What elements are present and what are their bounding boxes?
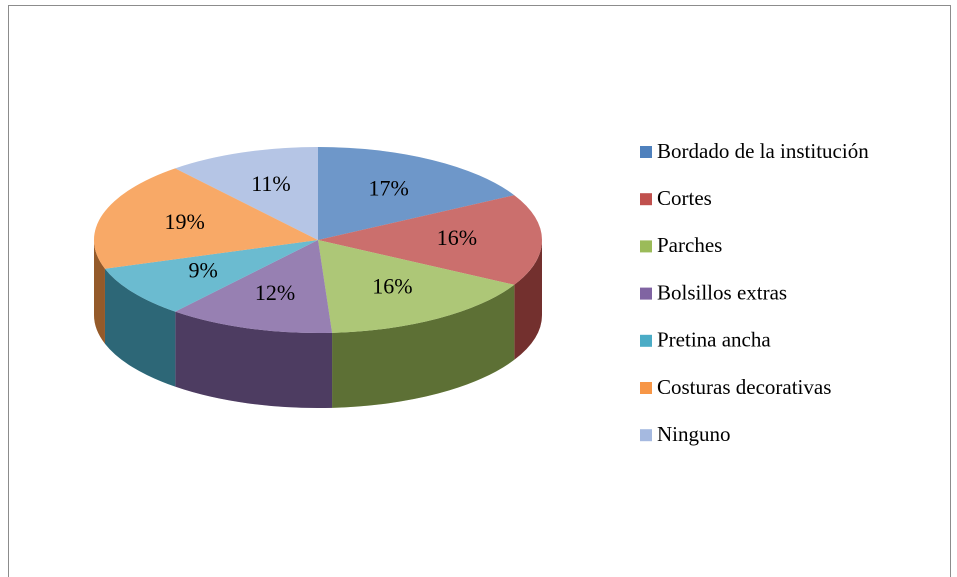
slice [175,147,318,240]
slice-highlight [175,147,318,240]
slice [318,195,542,285]
legend-label: Pretina ancha [657,328,771,352]
legend-swatch [640,382,652,394]
slice-side [94,240,105,344]
legend-swatch [640,429,652,442]
slice-highlight [318,147,515,240]
legend-swatch [640,193,652,206]
slice-side-shade [514,240,542,360]
slice-side [104,268,176,387]
slice-highlight [104,240,318,312]
legend-label: Cortes [657,186,712,210]
slice-side [332,284,515,408]
slice-side-shade [332,284,515,408]
data-label: 19% [164,209,204,234]
slice [318,147,515,240]
slice-side-shade [175,311,333,409]
legend-swatch [640,240,652,253]
slice-side [514,240,542,360]
slice [104,240,318,312]
slice-highlight [318,240,515,333]
legend-label: Ninguno [657,422,731,446]
legend-label: Bolsillos extras [657,280,787,304]
data-label: 12% [255,280,295,305]
slice-highlight [175,240,333,333]
slice-side-shade [104,268,176,387]
data-label: 9% [188,257,217,282]
legend-label: Costuras decorativas [657,375,831,399]
slice [175,240,333,333]
legend-swatch [640,334,652,347]
legend-swatch [640,146,652,158]
slice-highlight [94,168,318,269]
slice-side-shade [94,240,105,344]
legend-swatch [640,287,652,300]
legend-label: Bordado de la institución [657,139,869,163]
data-label: 11% [251,171,291,196]
legend-label: Parches [657,233,722,257]
slice-highlight [318,195,542,285]
data-label: 16% [372,274,412,299]
slice-side [175,311,333,409]
slice [94,168,318,269]
data-label: 17% [369,175,409,200]
slice [318,240,515,333]
data-label: 16% [437,225,477,250]
